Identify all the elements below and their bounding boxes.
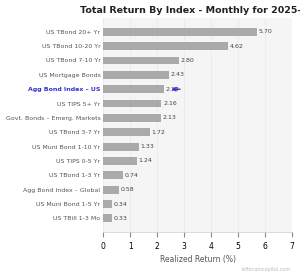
Bar [103, 42, 228, 50]
Text: 1.72: 1.72 [151, 130, 165, 135]
Text: 2.24: 2.24 [165, 87, 179, 92]
Bar [103, 100, 161, 108]
Bar [103, 200, 112, 208]
Text: 5.70: 5.70 [259, 29, 272, 34]
Bar [103, 28, 257, 36]
Bar [103, 171, 123, 179]
Text: 0.58: 0.58 [121, 187, 134, 192]
Bar [103, 186, 119, 194]
Text: 2.80: 2.80 [180, 58, 194, 63]
Text: 0.34: 0.34 [114, 202, 128, 207]
Text: 1.24: 1.24 [138, 158, 152, 163]
Bar [103, 114, 161, 122]
Bar [103, 143, 139, 150]
Text: 2.16: 2.16 [163, 101, 177, 106]
Text: 2.13: 2.13 [162, 116, 176, 120]
Text: 0.33: 0.33 [114, 216, 128, 221]
X-axis label: Realized Return (%): Realized Return (%) [160, 255, 236, 264]
Bar [103, 71, 169, 79]
Title: Total Return By Index - Monthly for 2025-02: Total Return By Index - Monthly for 2025… [80, 6, 300, 15]
Bar [103, 214, 112, 222]
Text: 0.74: 0.74 [125, 173, 139, 178]
Bar [103, 157, 137, 165]
Bar [103, 128, 150, 136]
Text: 2.43: 2.43 [170, 72, 184, 77]
Bar [103, 57, 179, 64]
Text: leftbraincapital.com: leftbraincapital.com [242, 267, 291, 272]
Text: 1.33: 1.33 [141, 144, 154, 149]
Text: 4.62: 4.62 [230, 44, 243, 49]
Bar [103, 85, 164, 93]
